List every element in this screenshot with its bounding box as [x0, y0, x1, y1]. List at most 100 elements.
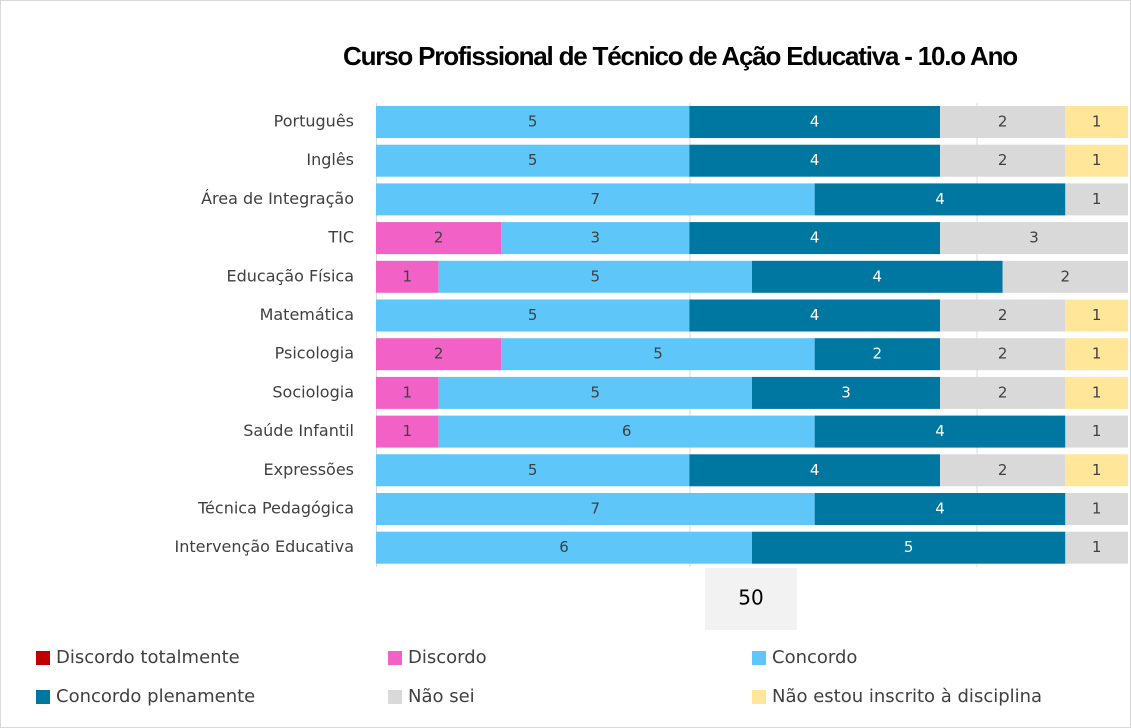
data-label: 4 — [935, 422, 945, 440]
bar-segment — [376, 144, 690, 177]
data-label: 5 — [528, 461, 538, 479]
bar-segment — [376, 183, 815, 216]
bar-segment — [689, 106, 940, 138]
data-label: 1 — [1092, 113, 1102, 131]
bar-segment — [814, 493, 1066, 525]
data-label: 2 — [998, 383, 1008, 401]
bar-segment — [940, 376, 1066, 409]
bar-segment — [940, 338, 1066, 371]
bar-segment — [438, 415, 815, 448]
data-label: 4 — [935, 190, 945, 208]
bar-segment — [376, 106, 690, 138]
data-label: 1 — [1092, 151, 1102, 169]
bar-segment — [940, 222, 1128, 255]
bar-segment — [376, 454, 690, 487]
data-label: 2 — [998, 461, 1008, 479]
y-tick-label: Saúde Infantil — [243, 421, 354, 440]
data-label: 5 — [591, 383, 601, 401]
data-label: 1 — [1092, 190, 1102, 208]
data-label: 5 — [528, 306, 538, 324]
bar-segment — [501, 338, 815, 371]
bar-segment — [1002, 260, 1128, 293]
bar-segment — [438, 376, 752, 409]
data-label: 6 — [622, 422, 632, 440]
legend-swatch — [36, 651, 50, 665]
bar-segment — [1065, 338, 1128, 371]
annotation: 50 — [738, 586, 763, 610]
bar-segment — [1065, 454, 1128, 487]
y-tick-label: Inglês — [306, 150, 354, 169]
data-label: 2 — [434, 345, 444, 363]
data-label: 4 — [810, 461, 820, 479]
data-label: 4 — [810, 229, 820, 247]
data-label: 3 — [1029, 229, 1039, 247]
data-label: 7 — [591, 190, 601, 208]
legend-label: Concordo plenamente — [56, 686, 255, 707]
legend-label: Não estou inscrito à disciplina — [772, 686, 1042, 707]
legend-label: Discordo — [408, 647, 487, 668]
bar-segment — [1065, 144, 1128, 177]
bar-segment — [814, 415, 1066, 448]
y-tick-label: Expressões — [264, 460, 354, 479]
bar-segment — [1065, 531, 1128, 564]
y-tick-label: Intervenção Educativa — [175, 537, 354, 556]
bar-segment — [689, 454, 940, 487]
legend-swatch — [752, 690, 766, 704]
bar-segment — [376, 376, 439, 409]
bar-segment — [940, 106, 1066, 138]
bar-segment — [501, 222, 690, 255]
y-tick-label: Psicologia — [275, 344, 354, 363]
data-label: 2 — [873, 345, 883, 363]
bar-segment — [376, 338, 502, 371]
data-label: 1 — [403, 267, 413, 285]
bar-segment — [438, 260, 752, 293]
legend-swatch — [388, 651, 402, 665]
y-tick-label: Área de Integração — [201, 189, 354, 208]
legend-swatch — [752, 651, 766, 665]
data-label: 6 — [559, 538, 569, 556]
data-label: 1 — [1092, 383, 1102, 401]
data-label: 2 — [998, 345, 1008, 363]
bar-segment — [1065, 415, 1128, 448]
legend-label: Concordo — [772, 647, 857, 668]
data-label: 5 — [653, 345, 663, 363]
data-label: 5 — [528, 113, 538, 131]
y-tick-label: Sociologia — [272, 382, 354, 401]
data-label: 4 — [810, 113, 820, 131]
bar-segment — [689, 144, 940, 177]
bar-segment — [752, 376, 940, 409]
bar-segment — [376, 222, 502, 255]
data-label: 2 — [998, 151, 1008, 169]
bar-segment — [1065, 183, 1128, 216]
data-label: 2 — [434, 229, 444, 247]
data-label: 3 — [841, 383, 851, 401]
y-tick-label: Técnica Pedagógica — [197, 499, 354, 518]
data-label: 2 — [1061, 267, 1071, 285]
bar-segment — [376, 531, 752, 564]
bar-segment — [689, 222, 940, 255]
bar-segment — [814, 183, 1066, 216]
bar-segment — [1065, 493, 1128, 525]
data-label: 1 — [1092, 306, 1102, 324]
data-label: 1 — [1092, 422, 1102, 440]
data-label: 7 — [591, 500, 601, 518]
legend-label: Não sei — [408, 686, 475, 707]
data-label: 1 — [1092, 345, 1102, 363]
legend-label: Discordo totalmente — [56, 647, 240, 668]
data-label: 1 — [1092, 500, 1102, 518]
data-label: 1 — [1092, 538, 1102, 556]
annotation-box — [705, 568, 797, 630]
bar-segment — [1065, 299, 1128, 332]
data-label: 3 — [591, 229, 601, 247]
data-label: 4 — [873, 267, 883, 285]
y-tick-label: Matemática — [260, 305, 354, 324]
bar-segment — [940, 299, 1066, 332]
data-label: 2 — [998, 306, 1008, 324]
data-label: 1 — [1092, 461, 1102, 479]
legend-swatch — [36, 690, 50, 704]
bar-segment — [376, 260, 439, 293]
data-label: 4 — [810, 306, 820, 324]
data-label: 5 — [528, 151, 538, 169]
bar-segment — [376, 493, 815, 525]
